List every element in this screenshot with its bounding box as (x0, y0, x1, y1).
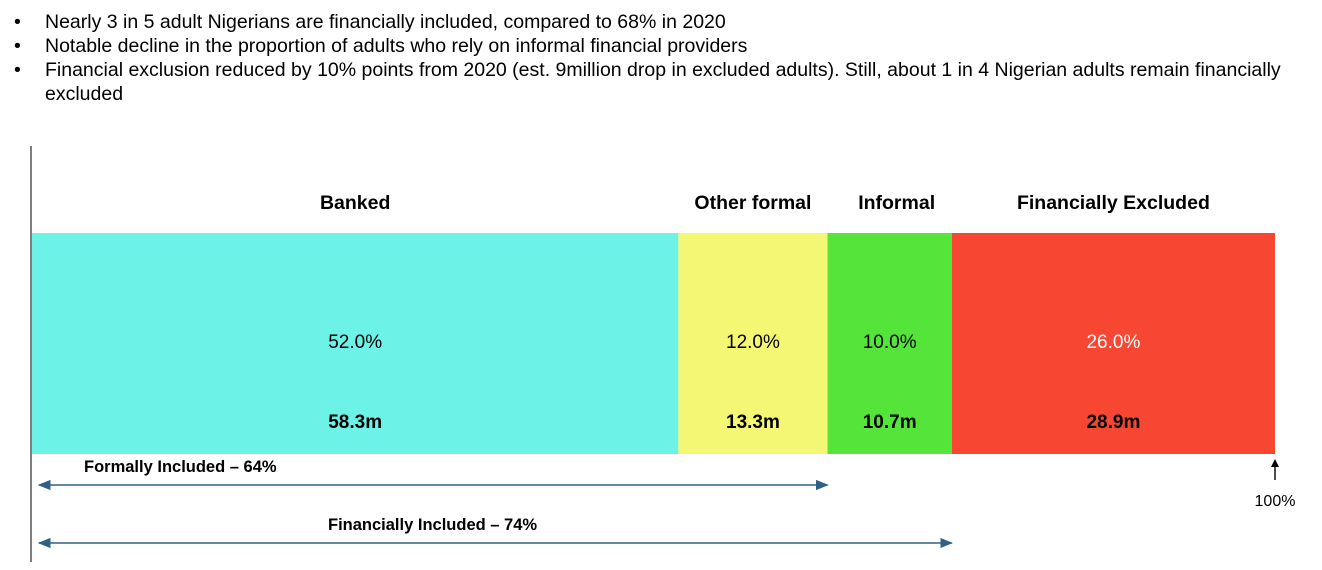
category-label: Other formal (694, 192, 811, 214)
bar-segment-2 (827, 233, 952, 454)
category-label: Financially Excluded (1017, 192, 1210, 214)
financially-included-label: Financially Included – 74% (328, 516, 537, 534)
end-marker-label: 100% (1255, 493, 1296, 510)
count-label: 10.7m (863, 412, 917, 433)
bullet-item: • Financial exclusion reduced by 10% poin… (14, 58, 1304, 106)
category-label: Informal (858, 192, 935, 214)
category-label: Banked (320, 192, 390, 214)
bullet-item: • Nearly 3 in 5 adult Nigerians are finan… (14, 10, 1304, 34)
bullet-item: • Notable decline in the proportion of ad… (14, 34, 1304, 58)
value-label: 10.0% (863, 332, 917, 353)
bullet-dot: • (14, 11, 21, 33)
count-label: 13.3m (726, 412, 780, 433)
count-label: 28.9m (1086, 412, 1140, 433)
formally-included-label: Formally Included – 64% (84, 458, 277, 476)
bullet-dot: • (14, 35, 21, 57)
value-label: 52.0% (328, 332, 382, 353)
end-marker-arrowhead (1271, 459, 1279, 467)
count-label: 58.3m (328, 412, 382, 433)
bullet-text: Notable decline in the proportion of adu… (45, 35, 748, 57)
bullet-list: • Nearly 3 in 5 adult Nigerians are finan… (14, 10, 1304, 106)
bullet-dot: • (14, 59, 21, 81)
bar-segment-3 (951, 233, 1275, 454)
value-label: 12.0% (726, 332, 780, 353)
value-label: 26.0% (1086, 332, 1140, 353)
bar-segment-0 (32, 233, 679, 454)
bar-segment-1 (678, 233, 828, 454)
bullet-text: Nearly 3 in 5 adult Nigerians are financ… (45, 11, 726, 33)
bullet-text: Financial exclusion reduced by 10% point… (45, 59, 1281, 105)
